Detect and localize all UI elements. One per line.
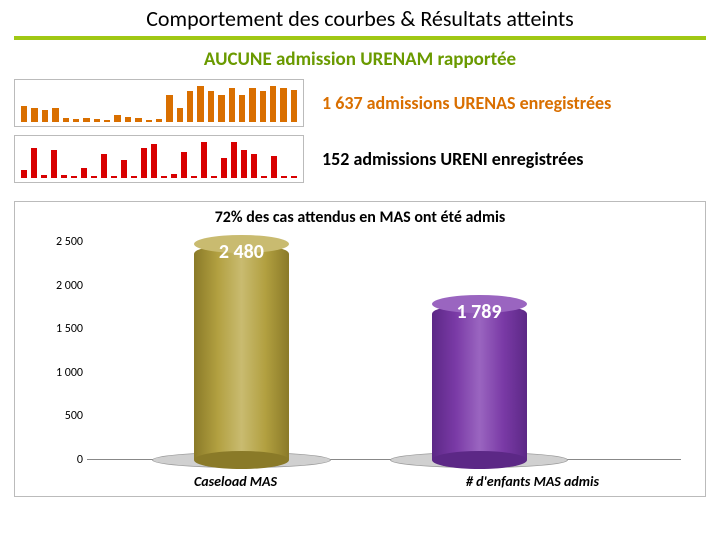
spark-bar	[241, 150, 247, 178]
sparkline-chart-1	[14, 135, 304, 183]
mas-caption: 72% des cas attendus en MAS ont été admi…	[15, 208, 705, 227]
spark-bar	[218, 95, 224, 122]
cylinder-bottom	[194, 451, 289, 469]
sparkline-area: 1 637 admissions URENAS enregistrées 152 …	[0, 79, 720, 183]
y-axis: 05001 0001 5002 0002 500	[43, 242, 83, 460]
spark-bar	[201, 142, 207, 178]
spark-bar	[156, 119, 162, 122]
spark-bar	[260, 91, 266, 122]
spark-bar	[21, 170, 27, 178]
spark-bar	[83, 118, 89, 122]
spark-bar	[161, 176, 167, 178]
spark-bar	[101, 154, 107, 178]
spark-bar	[177, 108, 183, 122]
y-tick-label: 2 000	[56, 279, 83, 293]
spark-bar	[146, 120, 152, 122]
spark-bar	[135, 118, 141, 122]
sparkline-row-1: 152 admissions URENI enregistrées	[14, 135, 706, 183]
spark-bar	[261, 176, 267, 178]
spark-bar	[291, 176, 297, 178]
bar-value-label: 1 789	[432, 300, 527, 324]
spark-bar	[249, 88, 255, 122]
spark-bar	[121, 160, 127, 178]
spark-bar	[166, 95, 172, 122]
spark-bar	[61, 175, 67, 178]
spark-bar	[52, 108, 58, 122]
spark-bar	[51, 150, 57, 178]
x-axis-label: # d'enfants MAS admis	[384, 473, 681, 490]
cylinder-bottom	[432, 451, 527, 469]
cylinder-bar-1: 1 789	[432, 304, 527, 460]
spark-bar	[125, 117, 131, 122]
spark-bar	[271, 156, 277, 178]
y-tick-label: 1 000	[56, 366, 83, 380]
y-tick-label: 0	[77, 453, 83, 467]
y-tick-label: 500	[65, 409, 83, 423]
spark-bar	[94, 119, 100, 122]
spark-bar	[280, 88, 286, 122]
spark-bar	[63, 118, 69, 122]
spark-bar	[211, 176, 217, 178]
spark-bar	[281, 176, 287, 178]
spark-bar	[187, 91, 193, 122]
spark-bar	[141, 148, 147, 178]
spark-bar	[197, 86, 203, 122]
subtitle: AUCUNE admission URENAM rapportée	[0, 48, 720, 71]
y-tick-label: 2 500	[56, 235, 83, 249]
spark-bar	[239, 95, 245, 122]
spark-bar	[71, 176, 77, 178]
spark-bar	[191, 176, 197, 178]
spark-bar	[31, 148, 37, 178]
spark-bar	[251, 154, 257, 178]
spark-bar	[81, 168, 87, 178]
sparkline-label-0: 1 637 admissions URENAS enregistrées	[322, 92, 611, 114]
x-axis-label: Caseload MAS	[87, 473, 384, 490]
spark-bar	[208, 91, 214, 122]
spark-bar	[91, 176, 97, 178]
sparkline-row-0: 1 637 admissions URENAS enregistrées	[14, 79, 706, 127]
spark-bar	[221, 158, 227, 178]
spark-bar	[31, 108, 37, 122]
sparkline-label-1: 152 admissions URENI enregistrées	[322, 148, 583, 170]
spark-bar	[104, 120, 110, 122]
page-title: Comportement des courbes & Résultats att…	[146, 5, 574, 32]
spark-bar	[291, 90, 297, 122]
spark-bar	[21, 106, 27, 122]
spark-bar	[151, 144, 157, 178]
spark-bar	[229, 88, 235, 122]
plot-area: 2 480 1 789	[87, 242, 681, 460]
spark-bar	[42, 110, 48, 122]
header-band: Comportement des courbes & Résultats att…	[14, 0, 706, 40]
spark-bar	[111, 176, 117, 178]
spark-bar	[181, 152, 187, 178]
sparkline-chart-0	[14, 79, 304, 127]
y-tick-label: 1 500	[56, 322, 83, 336]
spark-bar	[171, 174, 177, 178]
x-axis-labels: Caseload MAS# d'enfants MAS admis	[87, 473, 681, 490]
cylinder-bar-0: 2 480	[194, 244, 289, 460]
spark-bar	[114, 115, 120, 122]
spark-bar	[131, 176, 137, 178]
spark-bar	[41, 175, 47, 178]
mas-chart-panel: 72% des cas attendus en MAS ont été admi…	[14, 201, 706, 497]
spark-bar	[270, 86, 276, 122]
spark-bar	[231, 142, 237, 178]
bar-value-label: 2 480	[194, 240, 289, 264]
spark-bar	[73, 119, 79, 122]
